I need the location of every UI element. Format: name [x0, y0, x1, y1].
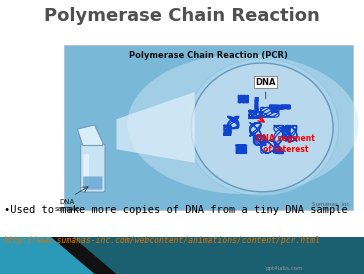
Ellipse shape: [186, 59, 339, 196]
FancyBboxPatch shape: [81, 144, 105, 192]
Text: http://www.sumanas-inc.com/webcontent/animations/content/pcr.html: http://www.sumanas-inc.com/webcontent/an…: [4, 236, 321, 245]
Text: Polymerase Chain Reaction: Polymerase Chain Reaction: [44, 7, 320, 25]
Ellipse shape: [127, 54, 359, 194]
Text: DNA
sample: DNA sample: [55, 199, 80, 212]
Bar: [64, 45, 353, 210]
Polygon shape: [51, 237, 116, 274]
Ellipse shape: [191, 63, 333, 192]
Text: ppt4labs.com: ppt4labs.com: [265, 266, 303, 271]
Polygon shape: [0, 237, 102, 274]
Text: Sumanas, Inc.: Sumanas, Inc.: [312, 201, 351, 206]
FancyBboxPatch shape: [83, 176, 103, 190]
FancyBboxPatch shape: [84, 154, 89, 185]
Text: DNA: DNA: [256, 78, 276, 87]
Polygon shape: [116, 92, 195, 163]
Text: DNA segment
of interest: DNA segment of interest: [256, 134, 315, 154]
Text: Polymerase Chain Reaction (PCR): Polymerase Chain Reaction (PCR): [129, 51, 288, 60]
Text: •Used to make more copies of DNA from a tiny DNA sample: •Used to make more copies of DNA from a …: [4, 205, 347, 215]
Bar: [0, 237, 364, 274]
Polygon shape: [78, 125, 103, 145]
